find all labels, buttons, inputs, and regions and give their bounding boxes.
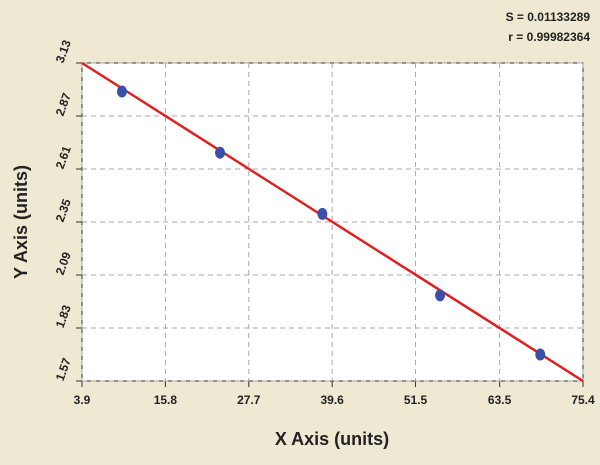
x-tick-label: 39.6 <box>320 393 344 407</box>
fit-line <box>81 61 584 383</box>
y-tick-label: 1.83 <box>53 303 74 330</box>
point <box>535 348 546 361</box>
x-axis-title: X Axis (units) <box>275 429 389 449</box>
x-tick-label: 75.4 <box>571 393 595 407</box>
y-tick-label: 1.57 <box>53 356 74 383</box>
y-tick-label: 2.61 <box>53 144 74 171</box>
point <box>116 85 127 98</box>
annotation: r = 0.99982364 <box>508 30 590 44</box>
y-tick-label: 2.87 <box>53 91 74 118</box>
x-tick-label: 51.5 <box>404 393 428 407</box>
x-tick-label: 27.7 <box>237 393 261 407</box>
point <box>215 146 226 159</box>
y-tick-label: 2.09 <box>53 250 74 277</box>
annotation: S = 0.01133289 <box>506 10 591 24</box>
x-tick-label: 15.8 <box>154 393 178 407</box>
y-tick-label: 3.13 <box>53 38 74 65</box>
point <box>317 207 328 220</box>
x-tick-label: 3.9 <box>74 393 91 407</box>
x-tick-label: 63.5 <box>488 393 512 407</box>
point <box>435 289 446 302</box>
y-axis-title: Y Axis (units) <box>11 165 31 279</box>
y-tick-label: 2.35 <box>53 197 74 224</box>
